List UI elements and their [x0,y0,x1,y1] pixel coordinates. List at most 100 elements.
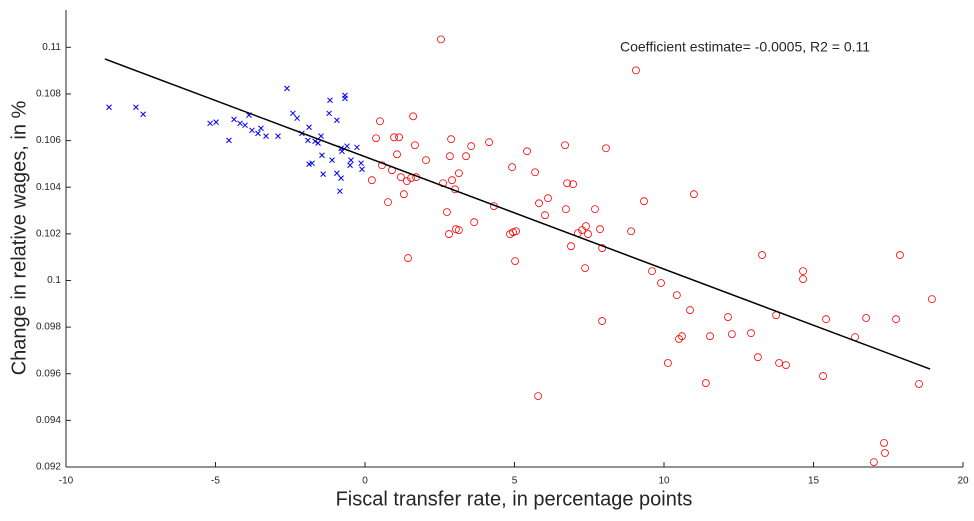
point [881,449,889,457]
point [445,230,453,238]
point [462,152,470,161]
point [896,251,904,259]
y-tick-label: 0.092 [36,462,61,473]
point [567,242,575,251]
point [376,117,384,126]
point [782,361,790,370]
point [290,110,296,117]
point [318,133,324,139]
point [207,120,213,127]
point [326,110,332,117]
point [596,225,604,234]
point [454,226,463,235]
point [672,291,681,300]
point [862,314,871,322]
point [337,188,343,195]
point [312,138,318,145]
point [598,244,607,252]
point [242,122,248,129]
point [446,152,454,161]
point [584,230,592,238]
x-tick-label: 0 [362,476,368,487]
point [631,66,640,75]
point [686,306,694,314]
point [378,161,386,170]
point [675,335,683,343]
point [348,157,354,164]
point [657,279,665,287]
y-axis-title: Change in relative wages, in % [8,100,30,375]
point [372,134,380,143]
x-tick-label: 20 [957,476,969,487]
point [562,205,570,214]
point [344,143,350,150]
point [327,97,333,104]
point [258,125,264,132]
point [544,194,552,203]
x-tick-label: 5 [512,476,518,487]
point [470,218,479,227]
point [231,116,237,123]
point [437,35,445,44]
point [402,177,411,186]
point [869,458,878,467]
point [133,104,139,111]
point [213,119,219,126]
point [678,332,686,341]
point [306,124,312,131]
x-tick-label: 10 [658,476,670,487]
point [422,156,430,165]
point [648,267,656,276]
point [485,138,493,147]
point [358,160,364,167]
point [393,150,401,159]
point [447,135,456,144]
y-tick-label: 0.1 [47,275,61,286]
point [255,130,261,137]
y-tick-label: 0.094 [36,415,61,426]
point [758,251,766,259]
point [569,180,578,189]
x-tick-label: -10 [59,476,74,487]
point [329,157,335,164]
point [294,115,300,122]
point [799,267,807,276]
point [591,205,599,214]
point [404,254,412,262]
point [263,133,269,139]
y-tick-label: 0.096 [36,368,61,379]
point [598,317,607,325]
point [467,142,476,151]
point [140,111,146,118]
point [582,222,590,231]
point [106,104,112,111]
point [384,198,392,207]
point [237,120,243,127]
point [454,169,463,178]
point [602,144,610,153]
x-axis-title: Fiscal transfer rate, in percentage poin… [336,488,693,510]
point [334,170,340,177]
point [541,211,549,220]
point [822,315,830,324]
point [347,162,353,169]
point [799,275,807,283]
point [396,173,405,182]
point [775,359,784,367]
point [226,137,232,144]
point [511,257,519,266]
point [640,197,648,206]
point [249,127,255,134]
point [448,176,456,185]
point [563,179,572,188]
point [915,380,923,388]
annotation: Coefficient estimate= -0.0005, R2 = 0.11 [620,39,870,55]
y-tick-label: 0.11 [42,42,61,53]
point [354,144,360,151]
point [509,228,517,237]
x-tick-label: 15 [808,476,820,487]
point [523,147,531,156]
point [724,313,732,321]
